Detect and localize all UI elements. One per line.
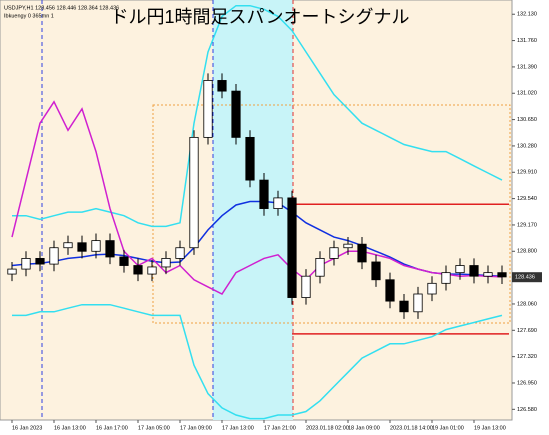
candle-body <box>147 266 157 275</box>
candle-body <box>371 261 381 281</box>
indicator-line <box>12 303 503 420</box>
x-tick-label: 17 Jan 21:00 <box>264 425 296 431</box>
candle-body <box>273 197 283 209</box>
candle-body <box>77 242 87 252</box>
candle-body <box>385 279 395 302</box>
candle-body <box>119 256 129 266</box>
last-price-label: 128.436 <box>515 275 535 281</box>
candle-body <box>329 247 339 259</box>
y-tick-label: 130.280 <box>517 143 537 149</box>
x-tick-label: 17 Jan 13:00 <box>222 425 254 431</box>
candle-body <box>343 243 353 249</box>
x-tick-label: 2023.01.18 02:00 <box>306 425 349 431</box>
info-line: Ibkuengy 0 365mn 1 <box>4 13 54 19</box>
candle-body <box>35 258 45 265</box>
candle-body <box>231 90 241 138</box>
y-tick-label: 128.060 <box>517 301 537 307</box>
candle-body <box>413 293 423 313</box>
candle-body <box>455 265 465 274</box>
x-tick-label: 2023.01.18 14:00 <box>390 425 433 431</box>
candle-body <box>203 80 213 138</box>
x-tick-label: 16 Jan 13:00 <box>54 425 86 431</box>
y-tick-label: 126.950 <box>517 380 537 386</box>
x-tick-label: 18 Jan 09:00 <box>348 425 380 431</box>
chart-title: ドル円1時間足スパンオートシグナル <box>111 7 410 27</box>
candle-body <box>497 272 507 278</box>
y-tick-label: 132.130 <box>517 12 537 18</box>
y-tick-label: 129.170 <box>517 222 537 228</box>
candle-body <box>427 282 437 295</box>
candle-body <box>161 258 171 268</box>
x-tick-label: 16 Jan 17:00 <box>96 425 128 431</box>
x-tick-label: 17 Jan 09:00 <box>180 425 212 431</box>
x-tick-label: 16 Jan 2023 <box>12 425 42 431</box>
y-tick-label: 131.760 <box>517 38 537 44</box>
y-tick-label: 129.540 <box>517 196 537 202</box>
candle-body <box>399 300 409 313</box>
y-tick-label: 127.690 <box>517 328 537 334</box>
indicator-line <box>12 4 503 228</box>
signal-box <box>152 104 511 324</box>
candle-body <box>91 240 101 252</box>
x-tick-label: 17 Jan 05:00 <box>138 425 170 431</box>
x-tick-label: 19 Jan 13:00 <box>474 425 506 431</box>
candle-body <box>259 179 269 209</box>
y-tick-label: 127.320 <box>517 354 537 360</box>
candle-body <box>133 265 143 275</box>
candle-body <box>105 240 115 258</box>
last-price-box <box>512 272 542 283</box>
candle-body <box>49 247 59 265</box>
candle-body <box>7 268 17 275</box>
candle-body <box>287 197 297 298</box>
y-tick-label: 131.390 <box>517 64 537 70</box>
y-tick-label: 128.800 <box>517 249 537 255</box>
candle-body <box>189 136 199 249</box>
indicator-line <box>11 100 503 295</box>
candle-body <box>63 242 73 249</box>
candle-body <box>245 136 255 181</box>
candle-body <box>175 247 185 259</box>
candle-body <box>441 272 451 284</box>
y-tick-label: 126.580 <box>517 407 537 413</box>
y-tick-label: 131.020 <box>517 91 537 97</box>
x-tick-label: 19 Jan 01:00 <box>432 425 464 431</box>
candle-body <box>301 275 311 298</box>
y-tick-label: 130.650 <box>517 117 537 123</box>
y-tick-label: 129.910 <box>517 170 537 176</box>
candle-body <box>483 272 493 277</box>
candle-body <box>315 258 325 277</box>
candle-body <box>469 265 479 277</box>
candle-body <box>357 243 367 263</box>
info-line: USDJPY,H1 128.456 128.446 128.364 128.43… <box>4 5 119 11</box>
highlight-zone <box>213 0 293 420</box>
candle-body <box>21 258 31 270</box>
candle-body <box>217 80 227 92</box>
